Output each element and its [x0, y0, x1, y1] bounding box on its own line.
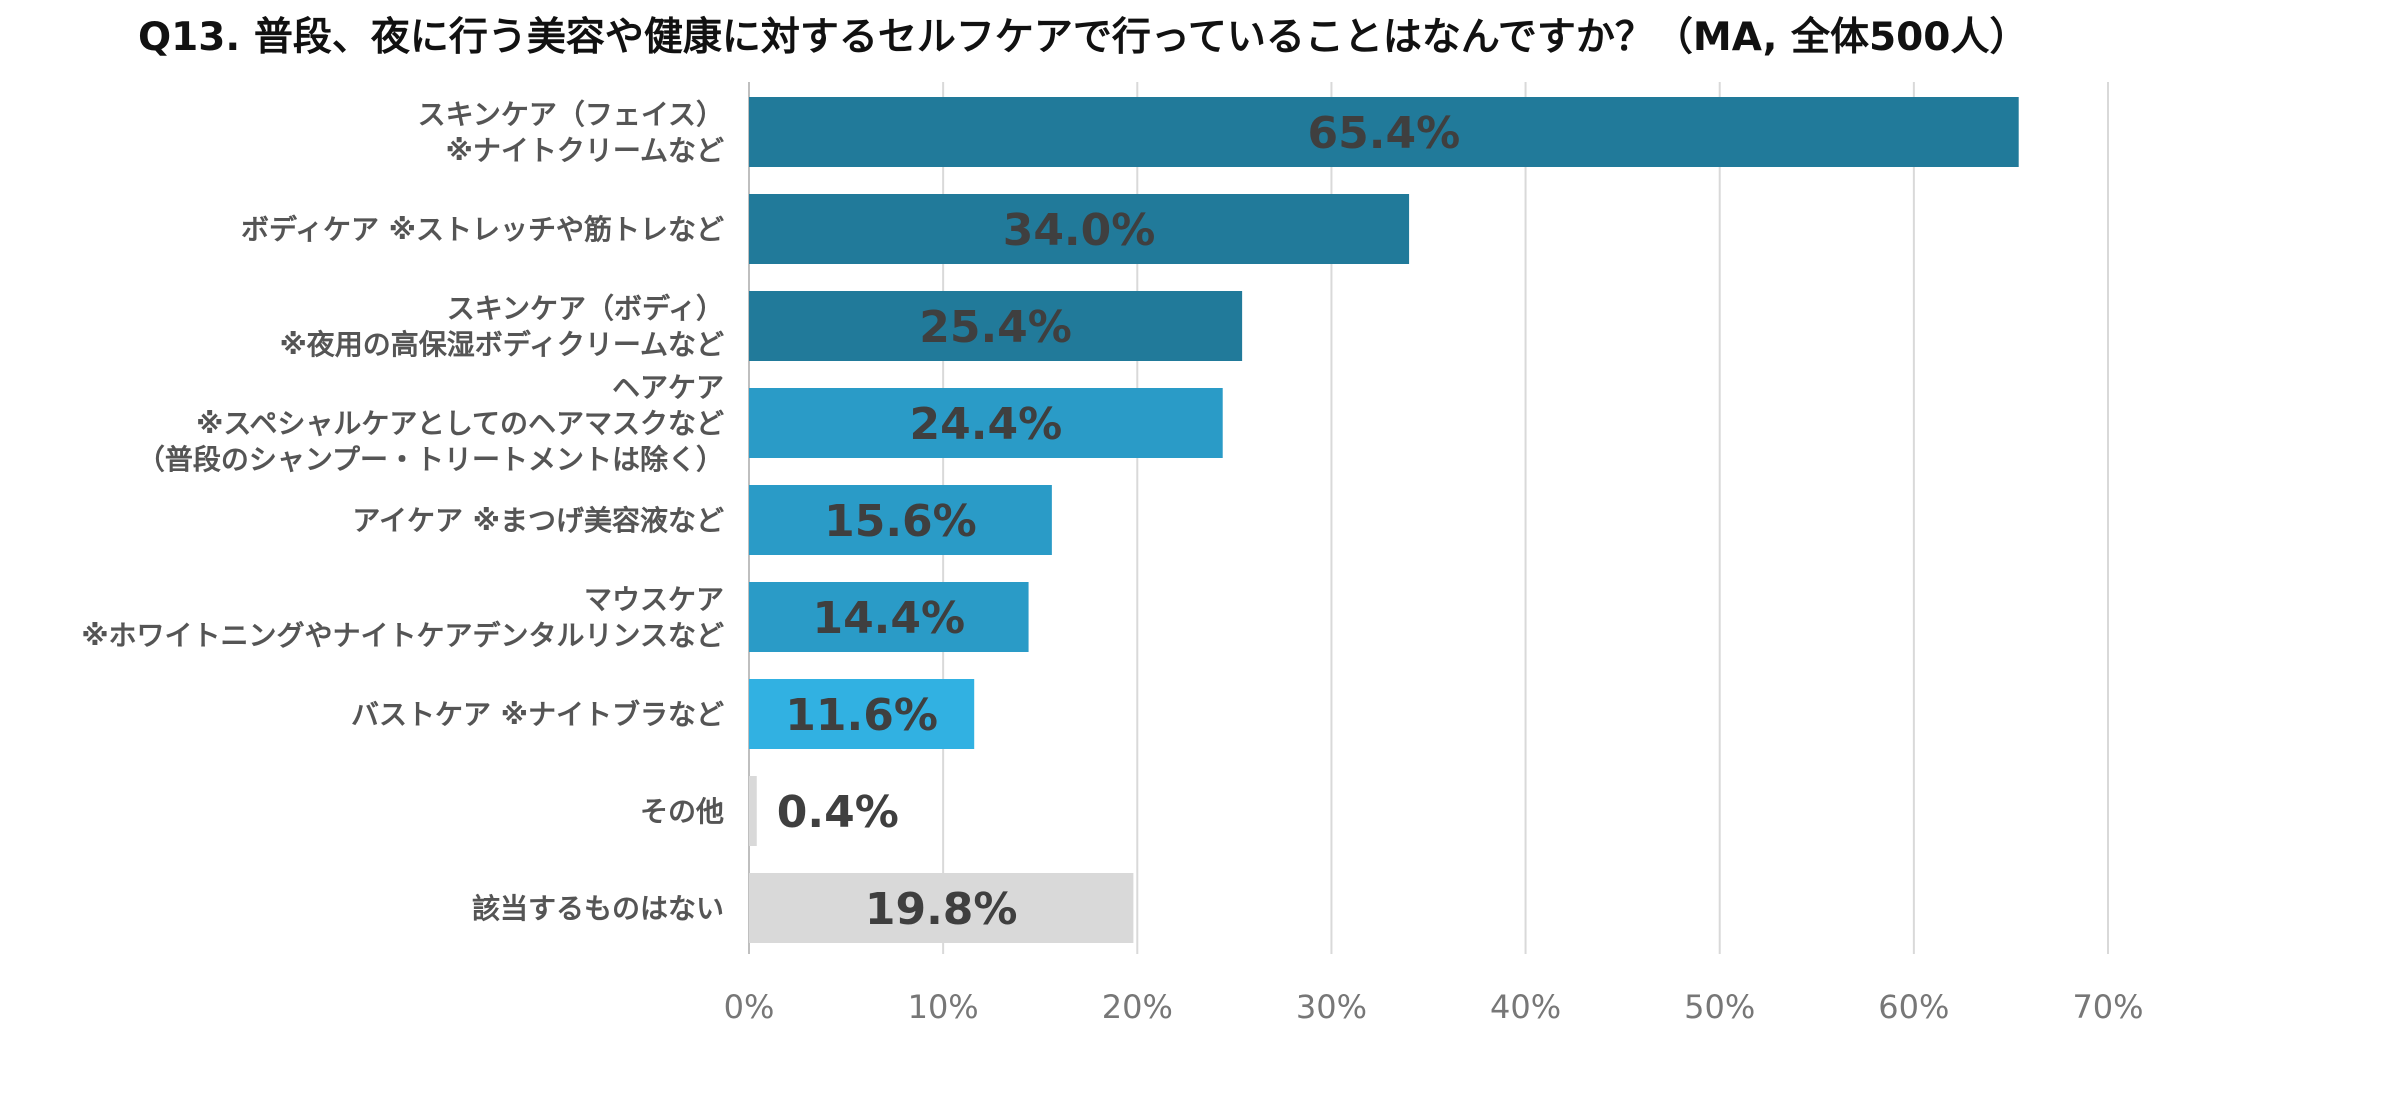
category-label-line: スキンケア（フェイス） — [418, 98, 724, 131]
data-label: 0.4% — [777, 787, 899, 838]
x-tick-label: 60% — [1878, 988, 1949, 1026]
category-label: アイケア ※まつげ美容液など — [352, 504, 724, 537]
chart-title: Q13. 普段、夜に行う美容や健康に対するセルフケアで行っていることはなんですか… — [138, 15, 2029, 60]
category-label-line: スキンケア（ボディ） — [447, 292, 724, 325]
category-label: 該当するものはない — [472, 892, 724, 925]
category-label-line: （普段のシャンプー・トリートメントは除く） — [137, 443, 724, 476]
data-label: 19.8% — [865, 884, 1018, 935]
category-label: スキンケア（ボディ）※夜用の高保湿ボディクリームなど — [280, 292, 724, 361]
category-label: バストケア ※ナイトブラなど — [351, 698, 724, 731]
bar — [749, 291, 1243, 361]
category-label: その他 — [640, 795, 724, 828]
category-label: ボディケア ※ストレッチや筋トレなど — [241, 213, 724, 246]
category-label-line: ボディケア ※ストレッチや筋トレなど — [241, 213, 724, 246]
data-label: 65.4% — [1308, 108, 1461, 159]
x-axis-ticks: 0% 10% 20% 30% 40% 50% 60% 70% — [724, 988, 2144, 1026]
bars — [749, 97, 2019, 943]
x-tick-label: 50% — [1684, 988, 1755, 1026]
category-label-line: その他 — [640, 795, 724, 828]
data-label: 11.6% — [785, 690, 938, 741]
category-label-line: ※スペシャルケアとしてのヘアマスクなど — [196, 407, 724, 440]
data-label: 14.4% — [812, 593, 965, 644]
bar — [749, 388, 1223, 458]
x-tick-label: 40% — [1490, 988, 1561, 1026]
bar — [749, 776, 757, 846]
category-label-line: 該当するものはない — [472, 892, 724, 925]
data-label: 34.0% — [1003, 205, 1156, 256]
x-tick-label: 70% — [2072, 988, 2143, 1026]
category-label-line: マウスケア — [584, 583, 724, 616]
data-labels: 65.4% 34.0% 25.4% 24.4% 15.6% 14.4% 11.6% 0.4% 1… — [777, 108, 1460, 935]
data-label: 15.6% — [824, 496, 977, 547]
x-tick-label: 0% — [724, 988, 775, 1026]
category-label-line: アイケア ※まつげ美容液など — [352, 504, 724, 537]
category-label-line: バストケア ※ナイトブラなど — [351, 698, 724, 731]
bar — [749, 679, 975, 749]
bar — [749, 485, 1052, 555]
x-tick-label: 10% — [908, 988, 979, 1026]
category-label: ヘアケア※スペシャルケアとしてのヘアマスクなど（普段のシャンプー・トリートメント… — [137, 371, 724, 476]
category-label-line: ※夜用の高保湿ボディクリームなど — [280, 328, 724, 361]
bar — [749, 582, 1029, 652]
x-tick-label: 20% — [1102, 988, 1173, 1026]
category-label: マウスケア※ホワイトニングやナイトケアデンタルリンスなど — [81, 583, 724, 652]
category-label: スキンケア（フェイス）※ナイトクリームなど — [418, 98, 724, 167]
category-label-line: ※ナイトクリームなど — [446, 134, 724, 167]
category-label-line: ヘアケア — [612, 371, 724, 404]
bar — [749, 97, 2019, 167]
category-label-line: ※ホワイトニングやナイトケアデンタルリンスなど — [81, 619, 724, 652]
x-tick-label: 30% — [1296, 988, 1367, 1026]
bar — [749, 194, 1410, 264]
data-label: 24.4% — [910, 399, 1063, 450]
bar — [749, 873, 1134, 943]
data-label: 25.4% — [919, 302, 1072, 353]
